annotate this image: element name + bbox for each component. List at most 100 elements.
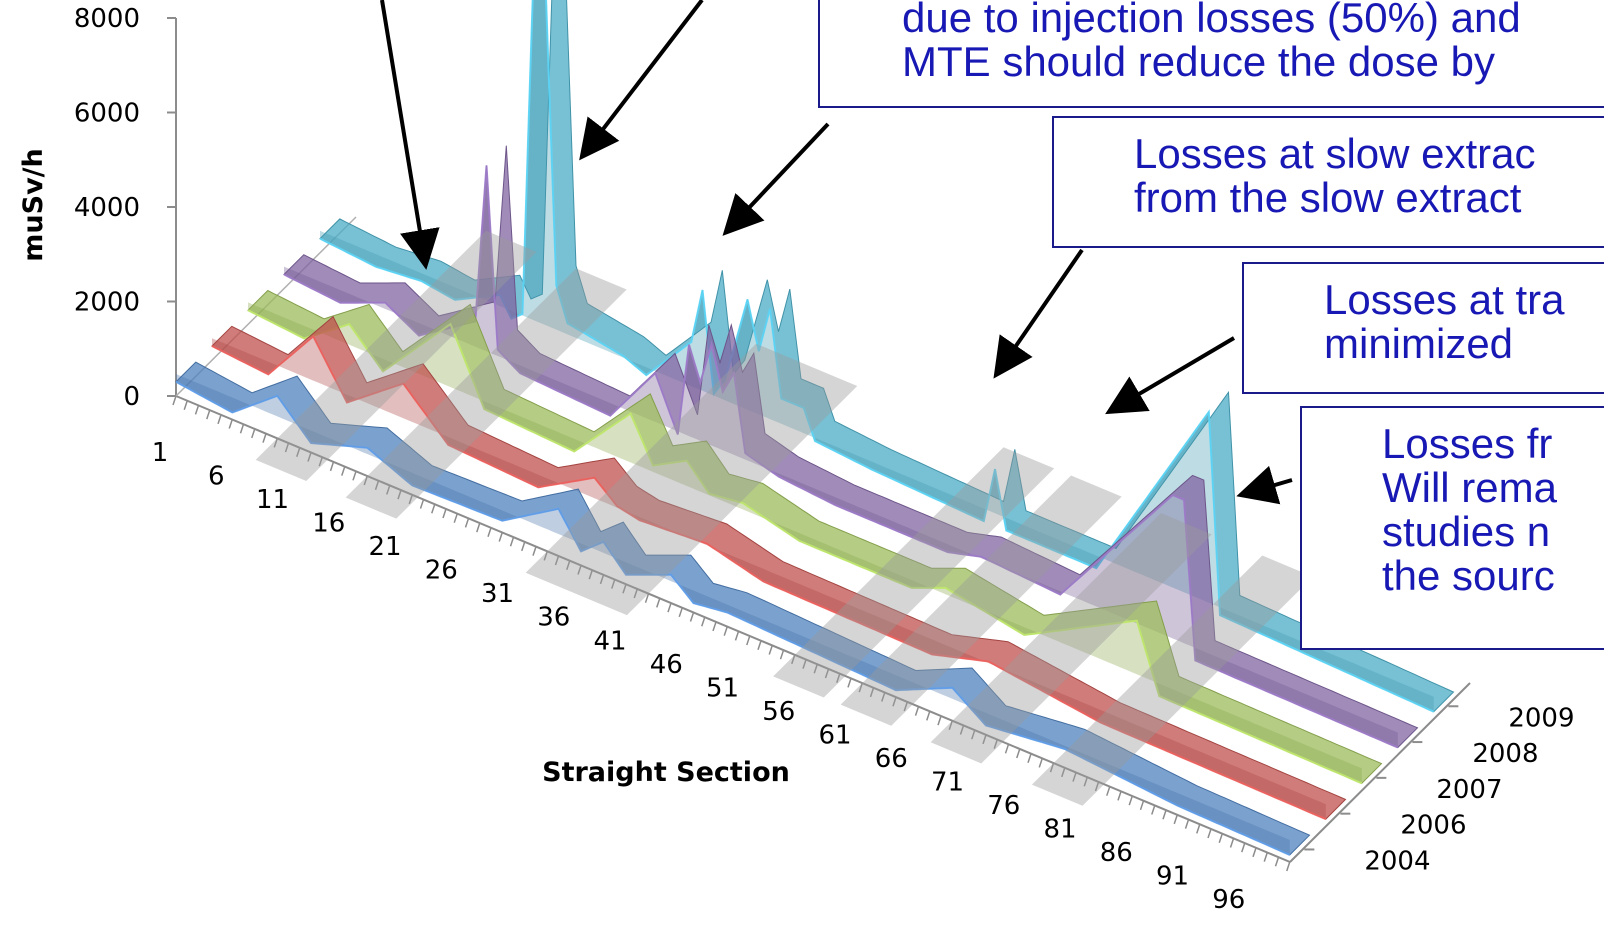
x-tick-mark <box>1072 772 1077 782</box>
x-tick-mark <box>543 551 548 561</box>
x-tick-label: 56 <box>762 697 795 727</box>
y-tick-label: 6000 <box>74 99 140 129</box>
x-tick-mark <box>1083 777 1088 787</box>
x-tick-mark <box>1229 838 1235 848</box>
arrow-1 <box>380 0 440 270</box>
highlight-band <box>1031 555 1313 806</box>
x-tick-mark <box>1038 758 1043 768</box>
x-tick-mark <box>1252 847 1257 858</box>
highlight-band <box>930 513 1212 764</box>
series-wall-2006 <box>212 336 1326 820</box>
series-label-2008: 2008 <box>1472 739 1538 769</box>
x-tick-label: 26 <box>425 556 458 586</box>
x-tick-mark <box>678 607 683 618</box>
x-tick-mark <box>1117 791 1122 801</box>
x-tick-mark <box>892 697 897 707</box>
arrow-6 <box>1236 465 1293 505</box>
x-tick-mark <box>1263 852 1268 862</box>
x-tick-mark <box>1128 795 1133 806</box>
x-tick-label: 91 <box>1156 862 1189 892</box>
x-tick-mark <box>487 527 492 538</box>
x-tick-mark <box>971 729 976 740</box>
highlight-band <box>840 475 1122 726</box>
annotation-slow-line-2: from the slow extract <box>1134 174 1522 222</box>
y-tick-label: 0 <box>123 382 140 412</box>
x-tick-mark <box>431 504 436 514</box>
x-tick-mark <box>194 405 200 415</box>
x-tick-mark <box>1173 814 1178 825</box>
annotation-slow-line-1: Losses at slow extrac <box>1134 130 1536 177</box>
annotation-injection-losses: due to injection losses (50%) and MTE sh… <box>818 0 1604 108</box>
x-tick-mark <box>588 569 593 580</box>
annotation-remain-line-1: Losses fr <box>1382 420 1553 467</box>
x-tick-mark <box>667 602 672 613</box>
x-tick-label: 51 <box>706 673 739 703</box>
x-tick-mark <box>1004 744 1010 754</box>
x-tick-mark <box>217 414 222 425</box>
x-tick-mark <box>1207 828 1212 839</box>
annotation-injection-line-1: due to injection losses (50%) and <box>902 0 1521 41</box>
series-wall-2008 <box>284 165 1398 748</box>
x-tick-label: 76 <box>987 791 1020 821</box>
x-tick-mark <box>1027 753 1032 763</box>
annotation-transfer-line-2: minimized <box>1324 320 1514 368</box>
annotation-transfer-losses: Losses at tra minimized <box>1242 262 1604 394</box>
x-tick-mark <box>847 678 852 688</box>
x-tick-mark <box>442 508 447 519</box>
x-tick-mark <box>993 739 998 749</box>
arrow-2 <box>579 0 704 161</box>
annotation-slow-extraction: Losses at slow extrac from the slow extr… <box>1052 116 1604 248</box>
x-axis-title: Straight Section <box>542 757 790 788</box>
x-tick-label: 86 <box>1100 838 1133 868</box>
annotation-remaining-losses: Losses fr Will rema studies n the sourc <box>1300 406 1604 650</box>
series-line-2004 <box>175 380 1291 856</box>
x-tick-mark <box>791 654 796 665</box>
x-tick-mark <box>386 485 391 495</box>
series-label-2004: 2004 <box>1364 846 1430 876</box>
x-tick-mark <box>307 452 312 462</box>
annotation-arrows <box>380 0 1293 505</box>
x-tick-mark <box>881 692 886 702</box>
x-tick-label: 1 <box>152 438 169 468</box>
series-wall-2009 <box>320 0 1434 712</box>
series-label-2009: 2009 <box>1508 703 1574 733</box>
x-tick-mark <box>824 668 830 679</box>
x-tick-mark <box>1241 842 1246 853</box>
x-tick-label: 21 <box>368 532 401 562</box>
x-tick-label: 11 <box>256 485 289 515</box>
x-tick-mark <box>622 584 627 594</box>
x-tick-mark <box>498 532 503 542</box>
x-tick-mark <box>982 734 987 745</box>
x-tick-label: 71 <box>931 767 964 797</box>
x-tick-mark <box>1274 857 1280 867</box>
annotation-transfer-line-1: Losses at tra <box>1324 276 1565 323</box>
x-tick-label: 16 <box>312 509 345 539</box>
x-tick-mark <box>352 471 357 481</box>
x-tick-label: 61 <box>818 720 851 750</box>
series-layer <box>175 0 1455 856</box>
x-tick-mark <box>644 593 650 603</box>
x-tick-mark <box>656 598 661 608</box>
x-tick-mark <box>1016 748 1021 759</box>
x-tick-mark <box>1139 800 1145 811</box>
x-tick-mark <box>1196 824 1201 834</box>
x-tick-mark <box>1162 809 1167 820</box>
x-tick-mark <box>734 631 740 641</box>
annotation-remain-line-2: Will rema <box>1382 464 1557 512</box>
x-tick-mark <box>453 513 458 523</box>
x-tick-mark <box>419 499 425 509</box>
series-label-2006: 2006 <box>1400 811 1466 841</box>
x-tick-mark <box>251 428 256 439</box>
x-tick-mark <box>914 706 920 716</box>
arrow-5 <box>1105 336 1236 415</box>
annotation-remain-line-4: the sourc <box>1382 552 1555 600</box>
x-tick-mark <box>1151 805 1156 815</box>
x-tick-mark <box>858 682 863 693</box>
x-tick-mark <box>408 494 413 505</box>
series-line-2006 <box>211 334 1327 821</box>
x-tick-label: 31 <box>481 579 514 609</box>
x-tick-mark <box>633 588 638 599</box>
x-tick-mark <box>903 701 908 712</box>
x-tick-mark <box>1184 819 1190 829</box>
